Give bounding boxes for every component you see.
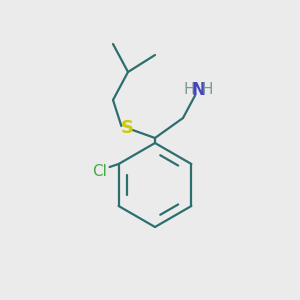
Text: H: H [201,82,213,97]
Text: S: S [121,119,134,137]
Text: N: N [191,81,205,99]
Text: Cl: Cl [92,164,107,179]
Text: H: H [183,82,195,97]
